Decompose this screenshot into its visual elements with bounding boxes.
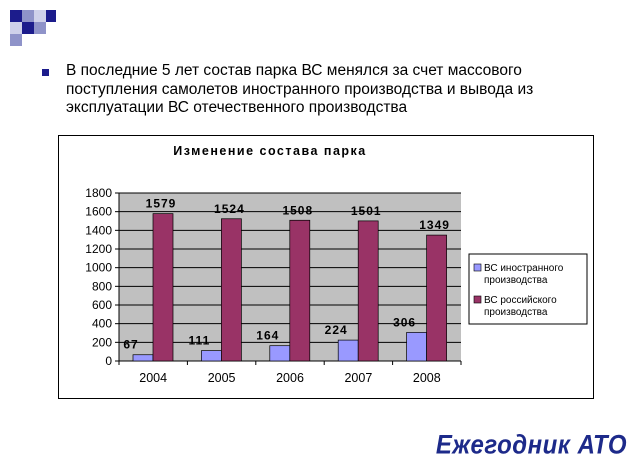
bar-foreign [269,345,291,362]
y-tick-label: 200 [92,335,112,349]
data-label: 1579 [146,197,177,211]
y-tick-label: 1800 [85,186,112,200]
data-label: 67 [123,338,138,352]
x-tick-label: 2008 [413,371,441,385]
bar-russian [152,213,174,362]
x-tick-label: 2004 [139,371,167,385]
legend-label-line: ВС российского [484,295,557,306]
bar-russian [289,219,311,362]
bar-foreign [406,332,427,362]
bullet-icon [42,69,49,76]
bar-foreign [132,354,154,362]
data-label: 1524 [214,202,245,216]
legend-label: ВС российского производства [484,295,557,318]
bar-foreign [337,339,359,362]
y-tick-label: 400 [92,317,112,331]
bar-chart: Изменение состава парка 0 200 400 600 800 1000… [85,144,588,385]
y-tick-label: 800 [92,279,112,293]
legend-label-line: производства [484,275,548,286]
deco-square [34,10,46,22]
data-label: 1508 [282,203,313,217]
deco-square [10,22,22,34]
deco-square [22,10,34,22]
y-tick-label: 600 [92,298,112,312]
deco-square [10,10,22,22]
chart-title: Изменение состава парка [173,144,366,158]
data-label: 1501 [351,204,382,218]
data-label: 224 [325,323,348,337]
legend-swatch [473,295,482,304]
brand-logo-text: Ежегодник АТО [435,430,627,461]
x-tick-label: 2007 [344,371,372,385]
decorative-squares [10,10,56,46]
bar-foreign [201,350,222,362]
y-tick-label: 0 [105,354,112,368]
bar-russian [221,218,242,362]
data-label: 111 [189,334,211,348]
bar-russian [426,234,447,362]
chart-container: Изменение состава парка 0 200 400 600 800 1000… [58,135,594,399]
deco-square [22,22,34,34]
y-tick-label: 1600 [85,205,112,219]
legend-label-line: производства [484,307,548,318]
deco-square [34,22,46,34]
bullet-text: В последние 5 лет состав парка ВС менялс… [66,62,534,116]
deco-square [46,10,56,22]
data-label: 164 [256,329,279,343]
legend-swatch [473,263,482,272]
data-label: 306 [393,315,416,329]
y-tick-label: 1400 [85,223,112,237]
y-tick-label: 1000 [85,261,112,275]
bar-russian [357,220,379,362]
x-tick-label: 2006 [276,371,304,385]
legend-box [468,253,588,325]
data-label: 1349 [419,218,450,232]
legend-label-line: ВС иностранного [484,263,564,274]
y-tick-label: 1200 [85,242,112,256]
legend-label: ВС иностранного производства [484,263,564,286]
deco-square [10,34,22,46]
x-tick-label: 2005 [208,371,236,385]
